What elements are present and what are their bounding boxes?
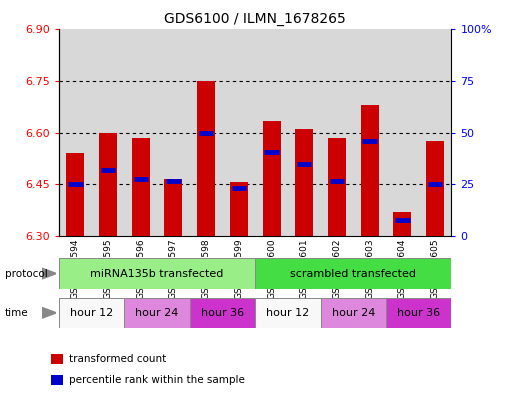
Bar xyxy=(393,212,411,236)
Bar xyxy=(230,182,248,236)
Text: time: time xyxy=(5,308,29,318)
Bar xyxy=(419,29,451,236)
Bar xyxy=(386,298,451,328)
Text: hour 36: hour 36 xyxy=(397,308,440,318)
Bar xyxy=(255,29,288,236)
Bar xyxy=(190,29,223,236)
Bar xyxy=(132,138,150,236)
Title: GDS6100 / ILMN_1678265: GDS6100 / ILMN_1678265 xyxy=(164,12,346,26)
Bar xyxy=(295,129,313,236)
Bar xyxy=(288,29,321,236)
Text: transformed count: transformed count xyxy=(69,354,167,364)
Bar xyxy=(223,29,255,236)
Bar xyxy=(59,298,124,328)
Bar xyxy=(321,298,386,328)
Text: hour 24: hour 24 xyxy=(331,308,375,318)
Text: protocol: protocol xyxy=(5,268,48,279)
Text: scrambled transfected: scrambled transfected xyxy=(290,268,417,279)
Text: hour 12: hour 12 xyxy=(266,308,309,318)
Bar xyxy=(328,138,346,236)
Bar xyxy=(99,133,117,236)
Polygon shape xyxy=(42,307,56,318)
Bar xyxy=(124,298,190,328)
Bar xyxy=(157,29,190,236)
Polygon shape xyxy=(42,268,56,279)
Bar xyxy=(66,153,84,236)
Text: miRNA135b transfected: miRNA135b transfected xyxy=(90,268,224,279)
Bar xyxy=(197,81,215,236)
Bar xyxy=(263,121,281,236)
Bar xyxy=(426,141,444,236)
Bar xyxy=(255,298,321,328)
Text: hour 12: hour 12 xyxy=(70,308,113,318)
Text: hour 36: hour 36 xyxy=(201,308,244,318)
Text: percentile rank within the sample: percentile rank within the sample xyxy=(69,375,245,386)
Bar xyxy=(353,29,386,236)
Bar xyxy=(321,29,353,236)
Bar xyxy=(386,29,419,236)
Bar xyxy=(124,29,157,236)
Text: hour 24: hour 24 xyxy=(135,308,179,318)
Bar xyxy=(92,29,124,236)
Bar xyxy=(59,258,255,289)
Bar xyxy=(255,258,451,289)
Bar xyxy=(190,298,255,328)
Bar xyxy=(59,29,92,236)
Bar xyxy=(165,179,183,236)
Bar xyxy=(361,105,379,236)
